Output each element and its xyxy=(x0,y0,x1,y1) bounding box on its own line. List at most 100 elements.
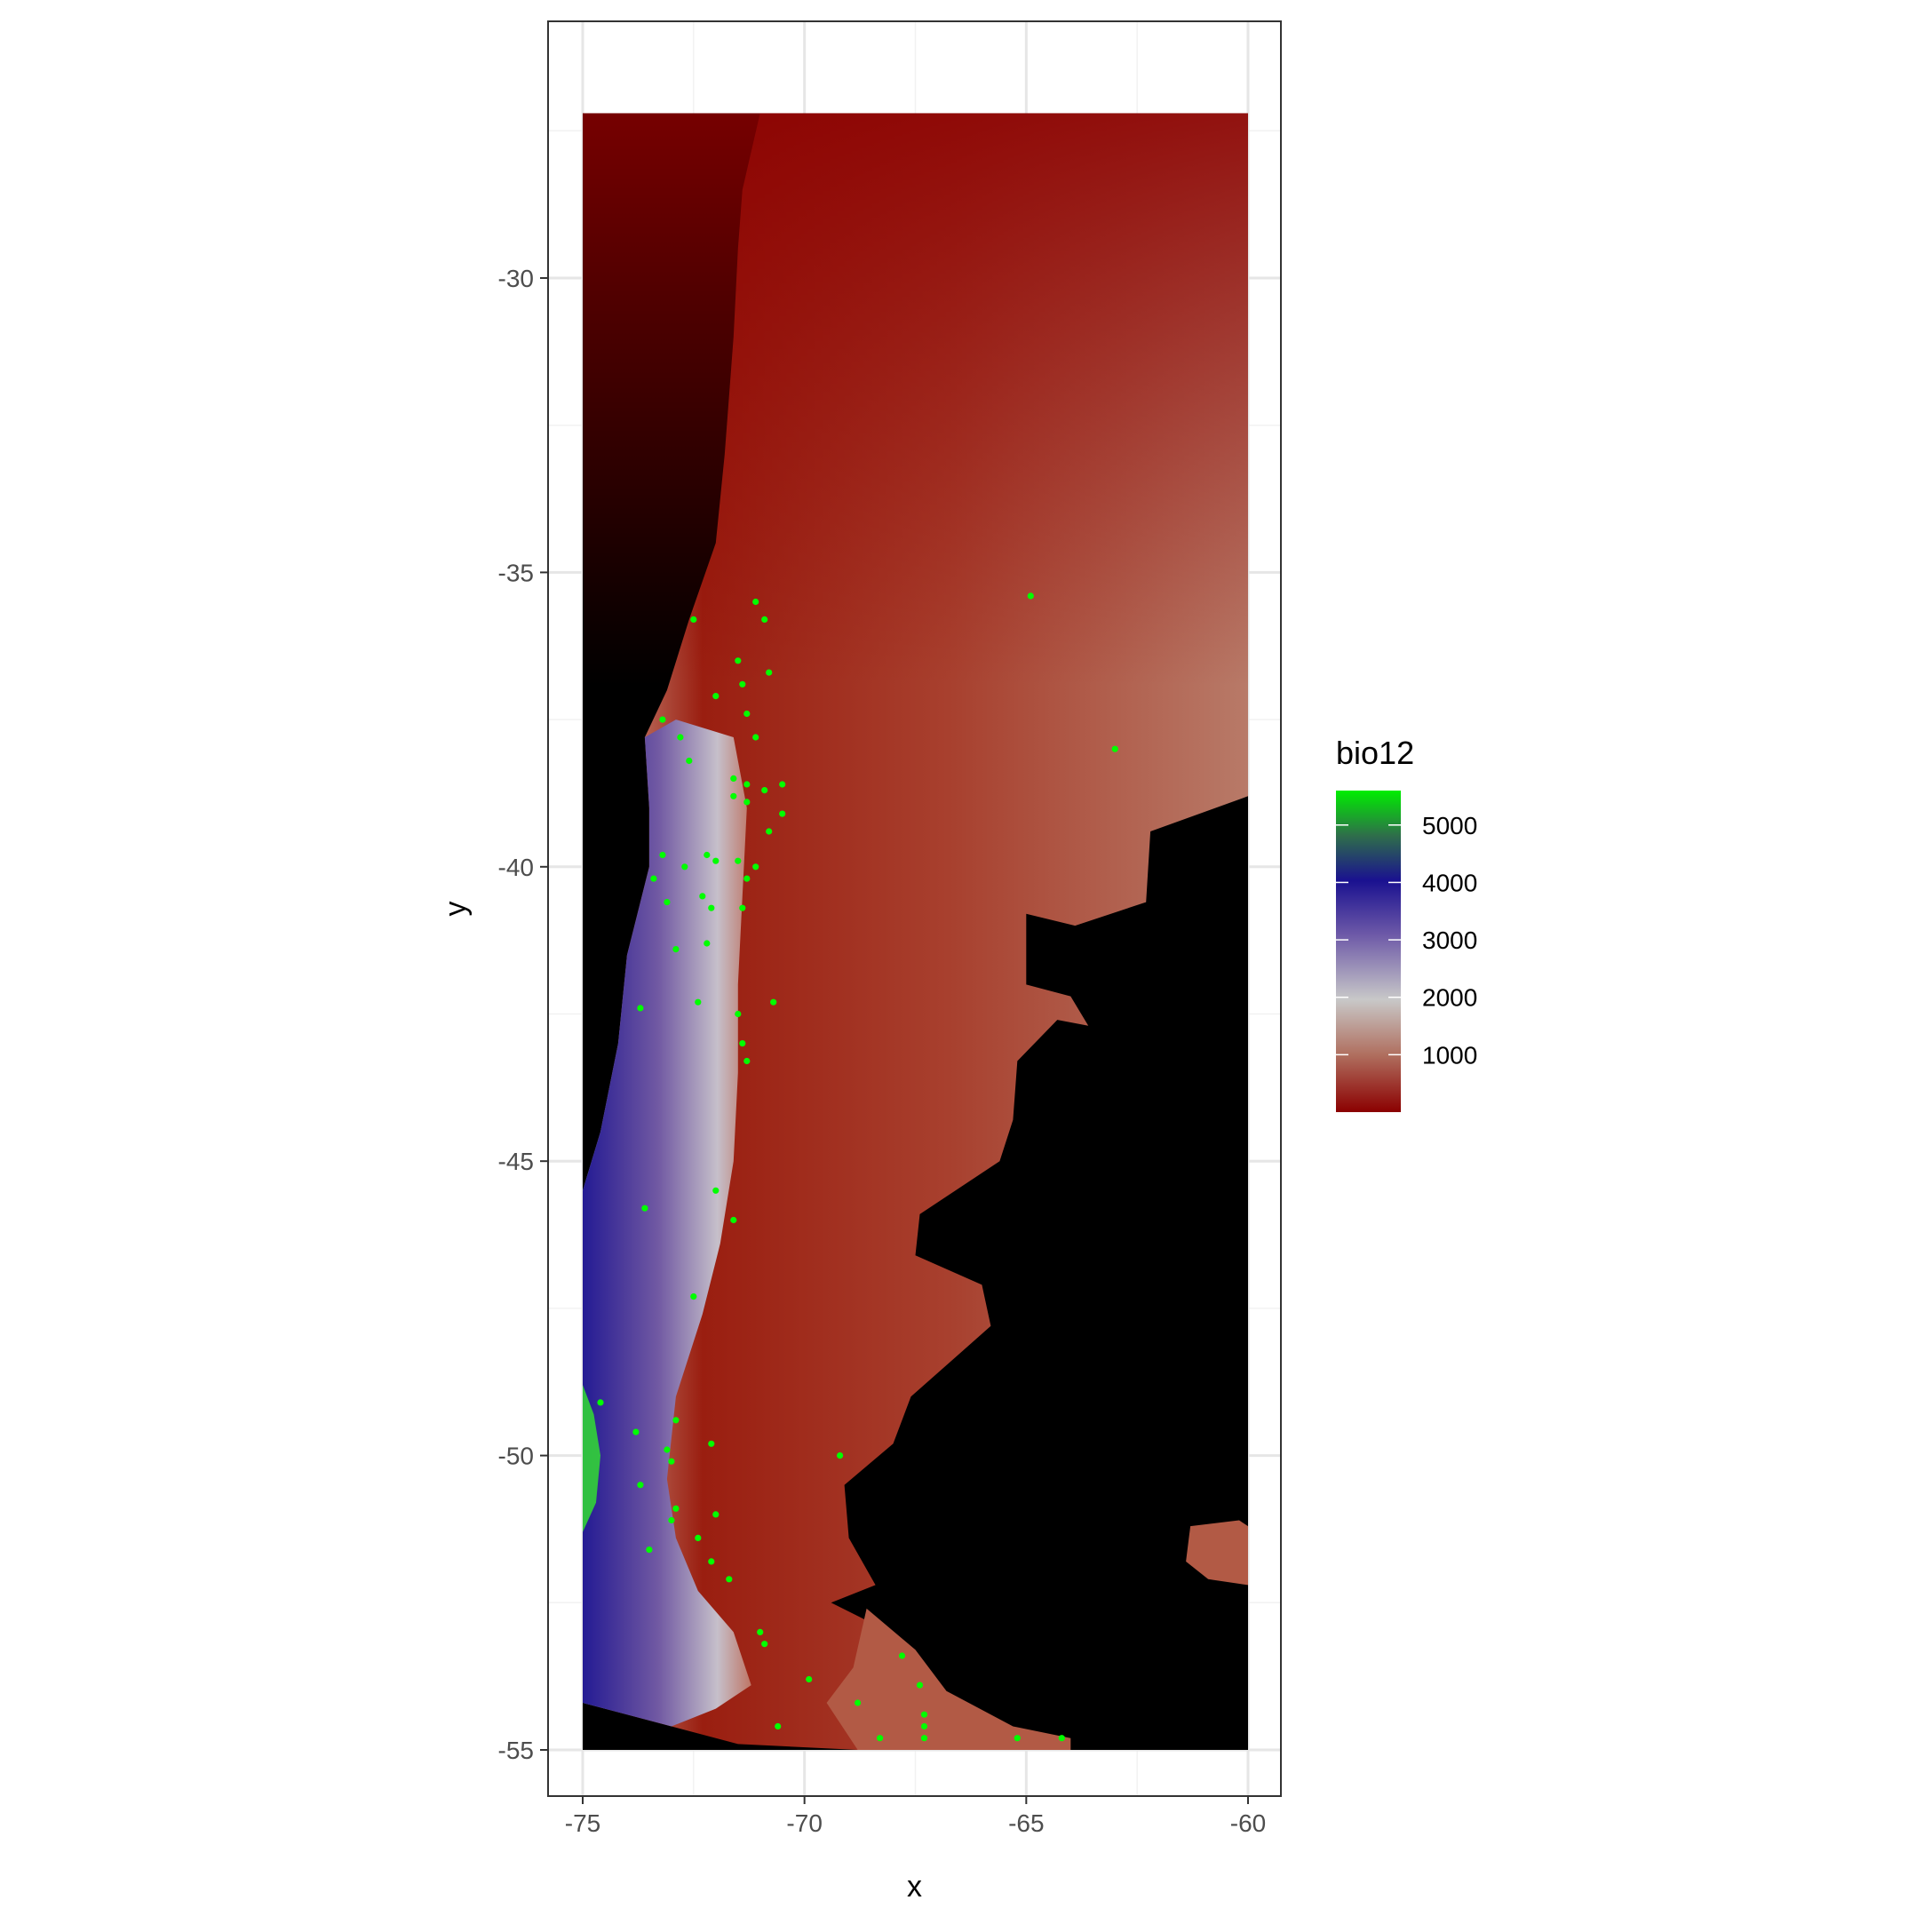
y-axis-title: y xyxy=(439,902,473,917)
legend-label: 5000 xyxy=(1422,812,1477,839)
occurrence-point xyxy=(672,1505,680,1512)
legend-label: 4000 xyxy=(1422,869,1477,896)
occurrence-point xyxy=(686,757,693,765)
occurrence-point xyxy=(712,857,720,864)
occurrence-point xyxy=(739,680,746,688)
occurrence-point xyxy=(743,710,751,718)
occurrence-point xyxy=(855,1699,862,1706)
raster-layer xyxy=(583,113,1248,1750)
occurrence-point xyxy=(730,792,737,799)
occurrence-point xyxy=(920,1711,928,1718)
legend-ticks: 5000 4000 3000 2000 1000 xyxy=(1336,812,1477,1069)
occurrence-point xyxy=(752,598,759,606)
occurrence-point xyxy=(757,1628,764,1635)
occurrence-point xyxy=(735,1010,742,1018)
y-tick-label: -50 xyxy=(498,1443,534,1470)
occurrence-point xyxy=(766,669,773,676)
occurrence-point xyxy=(752,734,759,741)
occurrence-point xyxy=(752,863,759,871)
occurrence-points xyxy=(597,592,1118,1742)
x-tick-label: -75 xyxy=(565,1809,600,1837)
x-tick-label: -65 xyxy=(1008,1809,1044,1837)
occurrence-point xyxy=(712,1187,720,1194)
occurrence-point xyxy=(761,1641,768,1648)
occurrence-point xyxy=(916,1682,924,1689)
occurrence-point xyxy=(672,946,680,953)
occurrence-point xyxy=(877,1735,884,1742)
occurrence-point xyxy=(659,851,666,859)
occurrence-point xyxy=(641,1205,648,1212)
occurrence-point xyxy=(699,893,706,900)
occurrence-point xyxy=(668,1516,675,1524)
occurrence-point xyxy=(704,940,711,947)
y-tick-label: -30 xyxy=(498,265,534,292)
occurrence-point xyxy=(650,875,657,882)
occurrence-point xyxy=(712,1511,720,1518)
occurrence-point xyxy=(766,828,773,835)
legend-title: bio12 xyxy=(1336,735,1414,771)
occurrence-point xyxy=(664,1446,671,1453)
occurrence-point xyxy=(637,1005,644,1012)
occurrence-point xyxy=(708,904,715,911)
y-tick-label: -45 xyxy=(498,1148,534,1175)
legend: bio12 5000 4000 3000 2000 1000 xyxy=(1336,735,1477,1112)
occurrence-point xyxy=(735,657,742,664)
occurrence-point xyxy=(726,1576,733,1583)
occurrence-point xyxy=(659,716,666,723)
occurrence-point xyxy=(837,1452,844,1459)
occurrence-point xyxy=(690,1293,697,1300)
x-tick-label: -70 xyxy=(786,1809,822,1837)
legend-label: 2000 xyxy=(1422,984,1477,1012)
occurrence-point xyxy=(775,1722,782,1730)
occurrence-point xyxy=(743,781,751,788)
occurrence-point xyxy=(739,904,746,911)
y-tick-label: -35 xyxy=(498,559,534,586)
occurrence-point xyxy=(672,1417,680,1424)
raster-north-shade xyxy=(583,113,1248,1750)
occurrence-point xyxy=(712,693,720,700)
occurrence-point xyxy=(779,781,786,788)
occurrence-point xyxy=(597,1399,604,1406)
occurrence-point xyxy=(730,775,737,783)
occurrence-point xyxy=(743,1057,751,1065)
x-tick-label: -60 xyxy=(1230,1809,1266,1837)
occurrence-point xyxy=(743,875,751,882)
occurrence-point xyxy=(1027,592,1034,600)
x-axis-title: x xyxy=(907,1870,922,1904)
legend-label: 3000 xyxy=(1422,926,1477,954)
occurrence-point xyxy=(806,1675,813,1683)
occurrence-point xyxy=(920,1722,928,1730)
occurrence-point xyxy=(898,1652,906,1659)
occurrence-point xyxy=(695,1534,702,1541)
occurrence-point xyxy=(779,810,786,817)
legend-label: 1000 xyxy=(1422,1041,1477,1069)
y-tick-label: -55 xyxy=(498,1737,534,1764)
plot-border xyxy=(547,20,1282,1797)
occurrence-point xyxy=(708,1440,715,1447)
occurrence-point xyxy=(1058,1735,1065,1742)
occurrence-point xyxy=(920,1735,928,1742)
occurrence-point xyxy=(739,1040,746,1047)
occurrence-point xyxy=(677,734,684,741)
occurrence-point xyxy=(1014,1735,1021,1742)
legend-colorbar xyxy=(1336,791,1401,1112)
occurrence-point xyxy=(681,863,688,871)
occurrence-point xyxy=(632,1428,640,1435)
occurrence-point xyxy=(1111,745,1118,752)
occurrence-point xyxy=(770,998,777,1006)
occurrence-point xyxy=(668,1458,675,1465)
y-tick-label: -40 xyxy=(498,854,534,881)
occurrence-point xyxy=(761,787,768,794)
occurrence-point xyxy=(730,1216,737,1224)
occurrence-point xyxy=(690,616,697,624)
occurrence-point xyxy=(695,998,702,1006)
occurrence-point xyxy=(637,1482,644,1489)
occurrence-point xyxy=(735,857,742,864)
occurrence-point xyxy=(761,616,768,624)
occurrence-point xyxy=(664,899,671,906)
occurrence-point xyxy=(646,1546,653,1554)
occurrence-point xyxy=(704,851,711,859)
occurrence-point xyxy=(743,799,751,806)
occurrence-point xyxy=(708,1558,715,1565)
